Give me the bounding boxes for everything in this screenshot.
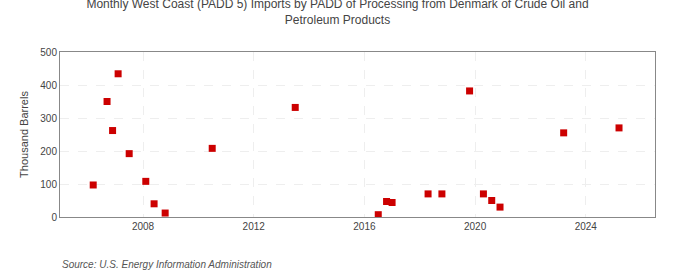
svg-text:2016: 2016 (353, 221, 376, 232)
svg-text:200: 200 (40, 146, 57, 157)
svg-text:100: 100 (40, 179, 57, 190)
svg-text:Source: U.S. Energy Informatio: Source: U.S. Energy Information Administ… (62, 259, 272, 270)
svg-text:400: 400 (40, 80, 57, 91)
svg-text:Monthly West Coast (PADD 5) Im: Monthly West Coast (PADD 5) Imports by P… (86, 0, 588, 27)
svg-text:2012: 2012 (243, 221, 266, 232)
svg-text:2008: 2008 (132, 221, 155, 232)
svg-text:500: 500 (40, 47, 57, 58)
svg-text:0: 0 (51, 212, 57, 223)
svg-text:Thousand Barrels: Thousand Barrels (18, 91, 30, 178)
svg-text:2020: 2020 (464, 221, 487, 232)
svg-text:300: 300 (40, 113, 57, 124)
svg-text:2024: 2024 (575, 221, 598, 232)
